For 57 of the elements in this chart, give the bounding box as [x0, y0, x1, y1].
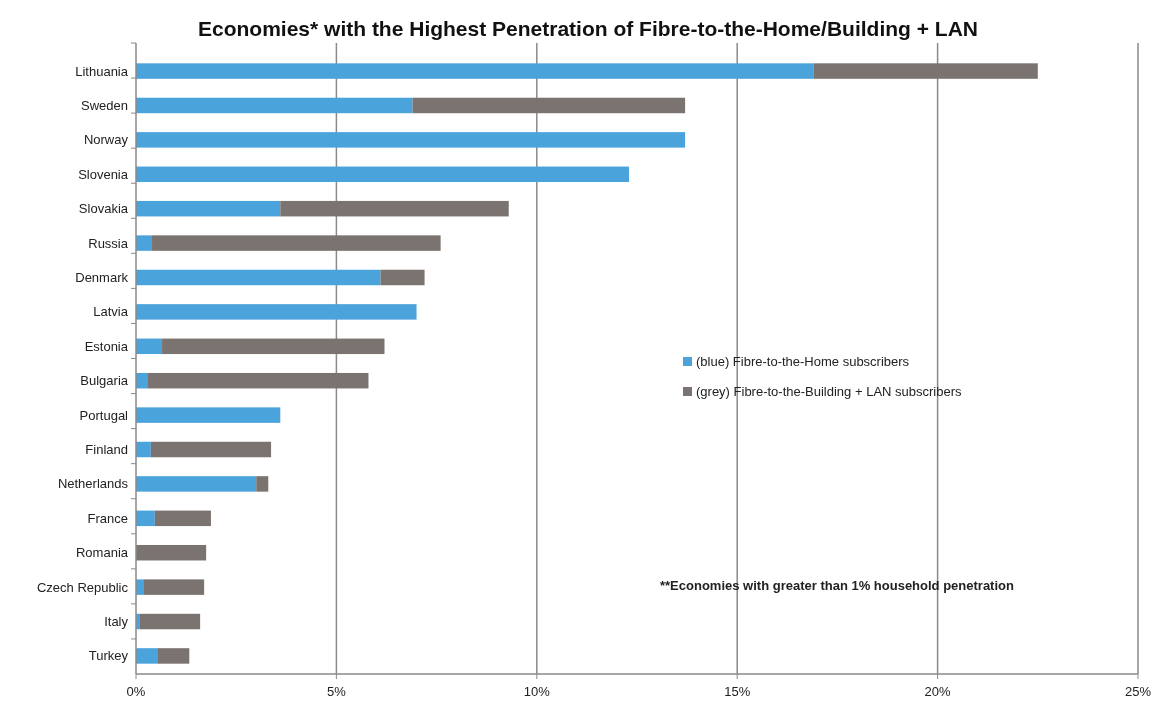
bar — [150, 441, 272, 458]
bar — [136, 544, 207, 561]
y-tick-label: Portugal — [79, 407, 129, 423]
x-tick-label: 0% — [126, 684, 146, 699]
bar — [136, 476, 257, 492]
y-tick-label: Czech Republic — [36, 579, 129, 595]
bar — [256, 476, 269, 492]
legend-label: (grey) Fibre-to-the-Building + LAN subscribers — [696, 384, 963, 399]
y-tick-label: Romania — [75, 545, 129, 561]
x-tick-label: 25% — [1124, 684, 1152, 699]
y-tick-label: Slovakia — [78, 201, 129, 217]
bar — [136, 407, 281, 423]
bar — [162, 338, 385, 355]
bar — [136, 63, 814, 79]
y-tick-label: Finland — [85, 442, 128, 458]
x-tick-label: 5% — [327, 684, 347, 699]
bar — [136, 235, 153, 251]
bar — [136, 200, 281, 217]
y-tick-label: Estonia — [84, 338, 129, 354]
y-tick-label: Russia — [88, 235, 129, 251]
y-tick-label: Latvia — [93, 304, 129, 320]
y-tick-label: Turkey — [88, 648, 129, 664]
y-tick-label: Slovenia — [78, 166, 129, 182]
bar — [136, 648, 158, 664]
bar — [136, 132, 686, 148]
x-tick-label: 20% — [924, 684, 952, 699]
bar — [157, 648, 190, 664]
bar — [412, 97, 686, 114]
bar — [136, 441, 151, 458]
y-tick-label: France — [87, 510, 128, 526]
bar — [144, 579, 205, 595]
annotation: **Economies with greater than 1% household penetration — [660, 578, 1014, 593]
y-tick-label: Bulgaria — [80, 373, 129, 389]
bar — [148, 372, 369, 389]
bar — [380, 269, 425, 286]
bar — [136, 304, 417, 320]
bar — [152, 235, 441, 251]
bar — [136, 510, 155, 527]
y-tick-label: Lithuania — [75, 63, 129, 79]
bar — [813, 63, 1038, 79]
bar — [280, 200, 509, 217]
y-tick-label: Netherlands — [57, 476, 129, 492]
y-tick-label: Sweden — [81, 98, 128, 114]
x-tick-label: 15% — [724, 684, 751, 699]
y-tick-label: Norway — [83, 132, 129, 148]
chart-title: Economies* with the Highest Penetration of Fibre-to-the-Home/Building + LAN — [198, 17, 978, 40]
bar — [140, 613, 201, 630]
bar — [136, 97, 413, 114]
bar — [136, 269, 381, 286]
legend-label: (blue) Fibre-to-the-Home subscribers — [696, 354, 910, 369]
bar — [154, 510, 211, 527]
bar — [136, 579, 145, 595]
y-tick-label: Denmark — [75, 270, 129, 286]
x-tick-label: 10% — [523, 684, 551, 699]
bar — [136, 166, 629, 183]
bar — [136, 338, 163, 355]
y-tick-label: Italy — [104, 614, 129, 630]
